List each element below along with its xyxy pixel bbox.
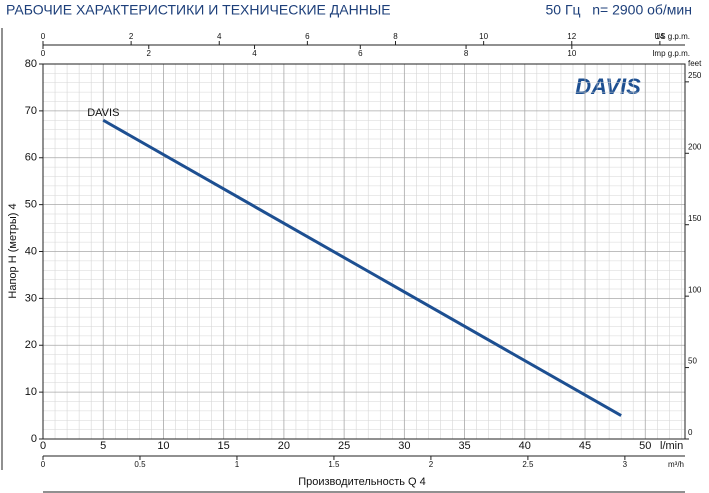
- bottom-tick-label: 2: [429, 460, 434, 469]
- y-tick-label: 0: [31, 433, 37, 445]
- x-tick-label: 10: [157, 440, 169, 452]
- bottom-tick-label: 0: [41, 460, 46, 469]
- y-tick-label: 60: [25, 152, 37, 164]
- bottom-tick-label: 1.5: [328, 460, 340, 469]
- top-tick-label: 14: [655, 32, 664, 41]
- top-tick-label: 10: [479, 32, 488, 41]
- y-tick-label: 70: [25, 105, 37, 117]
- y2-axis-label: feet: [688, 59, 702, 68]
- x-tick-label: 30: [398, 440, 410, 452]
- top-axis-label: US g.p.m.: [654, 32, 690, 41]
- x-tick-label: 50: [639, 440, 651, 452]
- y-tick-label: 80: [25, 58, 37, 70]
- top-tick-label: 0: [41, 32, 46, 41]
- x-unit-label: l/min: [660, 440, 683, 452]
- x-tick-label: 15: [218, 440, 230, 452]
- y-tick-label: 40: [25, 245, 37, 257]
- top-tick-label: 2: [129, 32, 134, 41]
- bottom-tick-label: 1: [235, 460, 240, 469]
- x-tick-label: 5: [100, 440, 106, 452]
- y-tick-label: 50: [25, 199, 37, 211]
- y-tick-label: 20: [25, 339, 37, 351]
- bottom-tick-label: 3: [623, 460, 628, 469]
- bottom-tick-label: 2.5: [522, 460, 534, 469]
- x-tick-label: 45: [579, 440, 591, 452]
- top-tick-label: 0: [41, 49, 46, 58]
- chart-title: РАБОЧИЕ ХАРАКТЕРИСТИКИ И ТЕХНИЧЕСКИЕ ДАН…: [6, 2, 391, 18]
- y2-tick-label: 100: [688, 285, 702, 294]
- series-label: DAVIS: [87, 107, 119, 119]
- x-tick-label: 25: [338, 440, 350, 452]
- top-tick-label: 8: [464, 49, 469, 58]
- top-tick-label: 4: [217, 32, 222, 41]
- x-tick-label: 35: [458, 440, 470, 452]
- y2-tick-label: 50: [688, 357, 697, 366]
- top-tick-label: 6: [305, 32, 310, 41]
- logo: DAVIS: [575, 74, 641, 99]
- y2-tick-label: 0: [688, 428, 693, 437]
- top-tick-label: 10: [567, 49, 576, 58]
- top-tick-label: 4: [252, 49, 257, 58]
- top-tick-label: 12: [567, 32, 576, 41]
- chart-subtitle: 50 Гц n= 2900 об/мин: [546, 2, 693, 18]
- y-tick-label: 10: [25, 386, 37, 398]
- x-tick-label: 40: [519, 440, 531, 452]
- x-tick-label: 20: [278, 440, 290, 452]
- top-tick-label: 2: [147, 49, 152, 58]
- bottom-tick-label: 0.5: [134, 460, 146, 469]
- x-axis-label: Производительность Q 4: [298, 476, 426, 488]
- y2-tick-label: 250: [688, 71, 702, 80]
- plot-frame: [42, 63, 686, 440]
- y-axis-label: Напор Н (метры) 4: [7, 203, 19, 298]
- series-line: [102, 118, 622, 417]
- x-tick-label: 0: [40, 440, 46, 452]
- top-tick-label: 8: [393, 32, 398, 41]
- y-tick-label: 30: [25, 292, 37, 304]
- top-axis-label: Imp g.p.m.: [652, 49, 690, 58]
- y2-tick-label: 200: [688, 142, 702, 151]
- bottom-axis-label: m³/h: [668, 460, 684, 469]
- top-tick-label: 6: [358, 49, 363, 58]
- y2-tick-label: 150: [688, 214, 702, 223]
